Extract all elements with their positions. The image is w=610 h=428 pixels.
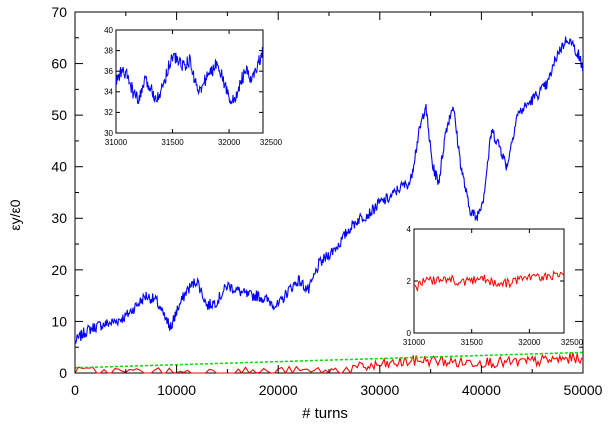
inset-top-xtick-label: 31500 (161, 138, 184, 147)
inset-top-ytick-label: 36 (104, 67, 113, 76)
inset-bottom-xtick-label: 32500 (561, 338, 584, 347)
inset-top-xtick-label: 32500 (260, 138, 283, 147)
inset-top-ytick-label: 40 (104, 26, 113, 35)
inset-bottom-ytick-label: 4 (407, 225, 412, 234)
main-xtick-label: 40000 (462, 382, 501, 398)
y-axis-label: εy/ε0 (7, 199, 23, 230)
inset-bottom-ytick-label: 2 (407, 277, 412, 286)
main-ytick-label: 70 (51, 4, 67, 20)
inset-top-xtick-label: 32000 (218, 138, 241, 147)
inset-top-ytick-label: 34 (104, 88, 113, 97)
main-series-1-line (74, 352, 584, 375)
x-axis-label: # turns (302, 405, 348, 422)
main-xtick-label: 10000 (157, 382, 196, 398)
main-ytick-label: 60 (51, 55, 67, 71)
inset-bottom-xtick-label: 31500 (461, 338, 484, 347)
main-xtick-label: 20000 (259, 382, 298, 398)
main-xtick-label: 0 (71, 382, 79, 398)
main-series-0-line (74, 36, 584, 344)
inset-top-ytick-label: 30 (104, 129, 113, 138)
inset-top-xtick-label: 31000 (105, 138, 128, 147)
inset-top-ytick-label: 38 (104, 46, 113, 55)
inset-bottom-series-0-line (413, 270, 565, 292)
inset-top-series-0-line (115, 46, 264, 105)
main-xtick-label: 30000 (360, 382, 399, 398)
inset-bottom-xtick-label: 32000 (518, 338, 541, 347)
main-xtick-label: 50000 (564, 382, 603, 398)
inset-bottom-ytick-label: 0 (407, 329, 412, 338)
main-ytick-label: 40 (51, 159, 67, 175)
main-ytick-label: 10 (51, 313, 67, 329)
main-ytick-label: 0 (59, 365, 67, 381)
inset-top-frame (115, 29, 264, 134)
main-ytick-label: 30 (51, 210, 67, 226)
inset-top-ytick-label: 32 (104, 108, 113, 117)
inset-chart-top-left: 31000 31500 32000 32500 30 32 34 36 38 40 (104, 26, 283, 147)
inset-chart-bottom-right: 31000 31500 32000 32500 0 2 4 (403, 225, 584, 347)
inset-bottom-xtick-label: 31000 (403, 338, 426, 347)
main-ytick-label: 20 (51, 262, 67, 278)
main-ytick-label: 50 (51, 107, 67, 123)
